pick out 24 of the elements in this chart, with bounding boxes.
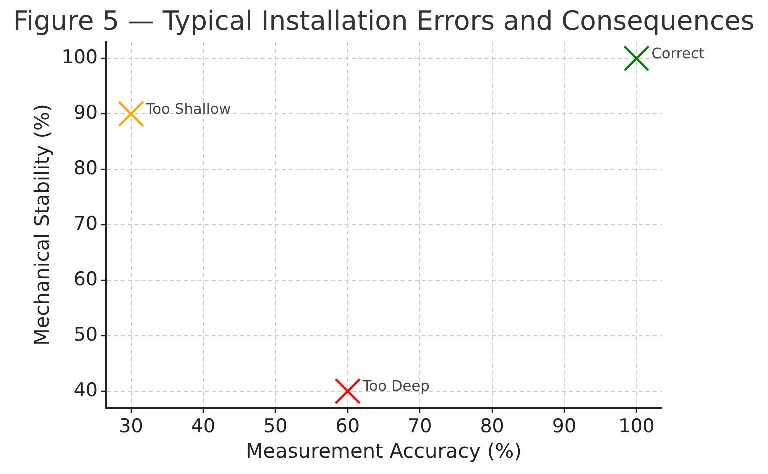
y-tick-label: 60	[74, 268, 98, 290]
x-tick-label: 80	[480, 415, 504, 438]
y-tick-label: 100	[62, 46, 98, 69]
y-tick-label: 40	[74, 379, 98, 402]
point	[334, 378, 362, 404]
chart-title: Figure 5 — Typical Installation Errors and Consequences	[13, 6, 755, 37]
x-tick-label: 70	[408, 415, 432, 438]
point	[624, 46, 650, 72]
x-tick-label: 50	[264, 415, 288, 438]
y-tick-label: 80	[74, 157, 98, 180]
y-tick-label: 70	[74, 212, 98, 235]
x-tick-label: 100	[618, 415, 655, 438]
series-label: Correct	[652, 46, 705, 62]
point	[118, 100, 144, 128]
series-label: Too Shallow	[145, 102, 232, 118]
x-axis-title: Measurement Accuracy (%)	[246, 439, 522, 464]
y-axis-title: Mechanical Stability (%)	[30, 104, 54, 346]
x-tick-label: 90	[552, 415, 577, 438]
x-tick-label: 60	[336, 415, 360, 438]
x-tick-label: 30	[119, 415, 144, 438]
x-tick-label: 40	[191, 415, 216, 438]
y-tick-label: 90	[74, 102, 98, 124]
y-tick-label: 50	[74, 324, 98, 346]
series-label: Too Deep	[362, 379, 430, 396]
